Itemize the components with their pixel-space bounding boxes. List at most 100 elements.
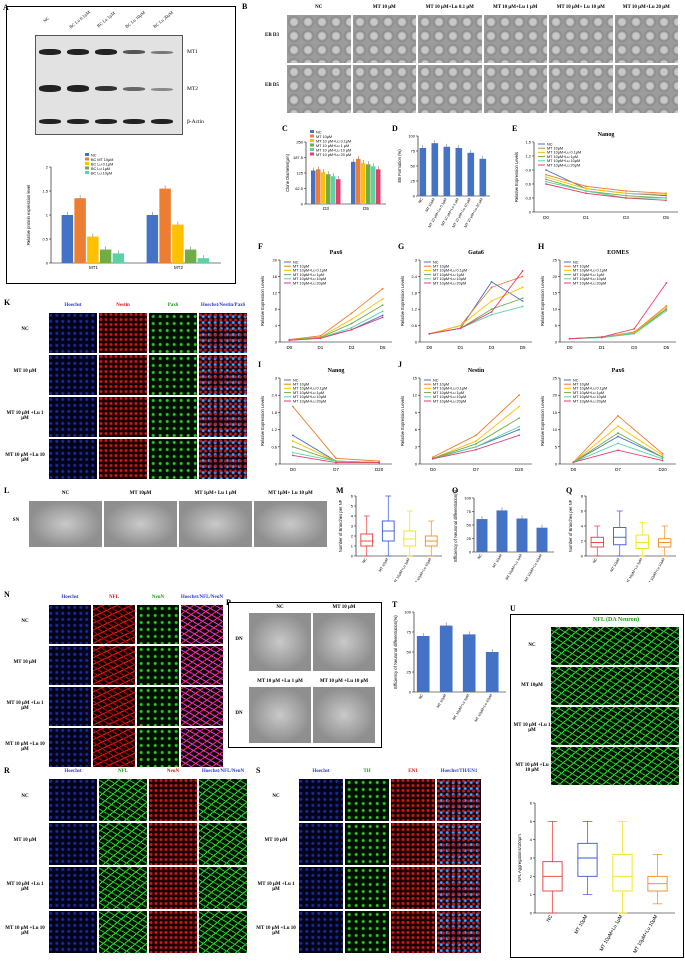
micrograph [287,15,351,63]
x-tick-label: D7 [615,467,621,472]
data-point [600,336,603,338]
chart-title: Nanog [598,132,615,138]
lane-label: BC Lu 1μM [95,10,116,29]
micrograph [352,15,416,63]
y-tick-label: 0.9 [525,168,531,173]
data-point [381,316,384,319]
y-axis-label: NFL Aggregations/100μm [517,834,522,882]
y-tick-label: 12 [273,290,278,295]
row-label: EB D3 [264,33,280,38]
data-point [292,434,294,437]
x-tick-label: MT 10μM+Lu 1μM [599,914,625,952]
data-point [378,460,380,463]
blot-row-label: MT1 [187,49,198,55]
panel-t-label: T [392,600,398,609]
micrograph [181,646,223,685]
legend-label: MT 10μM+Lu 10μM [573,277,606,281]
y-tick-label: 1.2 [525,154,531,159]
col-header: NFL [118,769,128,774]
micrograph [437,823,481,865]
col-header: MT 10 μM +Lu 10 μM [319,679,369,684]
data-point [381,314,384,317]
data-point [585,185,587,188]
bar [431,143,439,196]
data-point [521,275,524,278]
data-point [475,434,477,437]
y-tick-label: 187.5 [293,155,304,160]
data-point [518,425,520,428]
col-header: Hoechst [64,769,82,774]
data-point [661,457,664,460]
data-point [661,456,664,459]
lane-label: NC [42,15,51,24]
row-label: SN [12,518,20,523]
micrograph [93,646,135,685]
bar [87,236,99,263]
x-tick-label: NC [545,914,554,924]
series-line [569,307,667,340]
data-point [665,309,668,312]
row-label: MT 10 μM +Lu 10 μM [5,741,45,752]
data-point [350,328,353,331]
legend-label: MT 10μM [433,383,449,387]
bar [443,146,451,196]
micrograph [345,779,389,821]
y-tick-label: 1 [351,544,354,549]
micrograph [137,687,179,726]
x-tick-label: D20 [375,467,384,472]
y-tick-label: 1.5 [525,140,531,145]
data-point [490,313,493,316]
series-line [292,440,380,464]
micrograph [549,65,613,113]
y-tick-label: 1.8 [271,410,277,415]
bar [172,224,184,263]
bar [99,249,112,263]
micrograph [391,779,435,821]
y-tick-label: 0.3 [525,196,531,201]
y-tick-label: 4 [275,323,278,328]
bar [536,527,548,552]
y-tick-label: 16 [273,274,278,279]
micrograph [437,779,481,821]
y-tick-label: 0 [415,462,418,467]
panel-e-label: E [512,124,518,133]
x-tick-label: MT 10μM+Lu 10μM [632,914,659,953]
y-axis-label: Clone Diameter(μm) [285,154,290,192]
x-tick-label: D3 [631,345,637,350]
y-tick-label: 0 [351,554,354,559]
bar [351,161,356,204]
bar [61,215,74,263]
micrograph [29,501,102,547]
col-header: MT 10 μM+Lu 1 μM [492,5,538,10]
micrograph [49,397,97,437]
bar [361,163,366,204]
row-label: MT 10 μM +Lu 1 μM [6,700,44,711]
legend-label: MT 10μM+Lu 1μM [293,391,324,395]
data-point [617,435,619,438]
micrograph [99,823,147,865]
series-line [545,183,667,201]
x-tick-label: MT 10μM [425,197,436,212]
micrograph [199,779,247,821]
bar [321,172,326,204]
chart-a: 0 0.5 1 1.5 2 MT1 MT2 Relative protein expressi… [25,147,225,275]
legend-label: NC [573,260,579,264]
x-tick-label: MT 10μM+Lu 10μM [413,557,432,582]
chart-title: Nanog [328,368,345,374]
chart-svg: 0 25 50 75 100 NC MT 10μM MT 10μM+Lu 1μM MT 10μM… [453,490,554,583]
bar [311,170,316,204]
chart-svg: Pax6 0 5 10 15 20 25 D0 D7 D20 Relative Expression… [540,368,676,472]
chart-title: EOMES [607,250,629,256]
micrograph [199,397,247,437]
micrograph [199,823,247,865]
y-axis-label: Relative Expression Levels [400,276,405,326]
x-tick-label: MT 10μM [492,553,503,568]
legend-label: MT 10μM+Lu 20μM [573,399,606,403]
micrograph [483,15,547,63]
col-header: EN1 [408,769,418,774]
data-point [518,405,520,408]
data-point [292,451,294,454]
legend-label: MT 10μM [293,265,309,269]
y-tick-label: 75 [407,630,412,635]
micrograph [49,687,91,726]
